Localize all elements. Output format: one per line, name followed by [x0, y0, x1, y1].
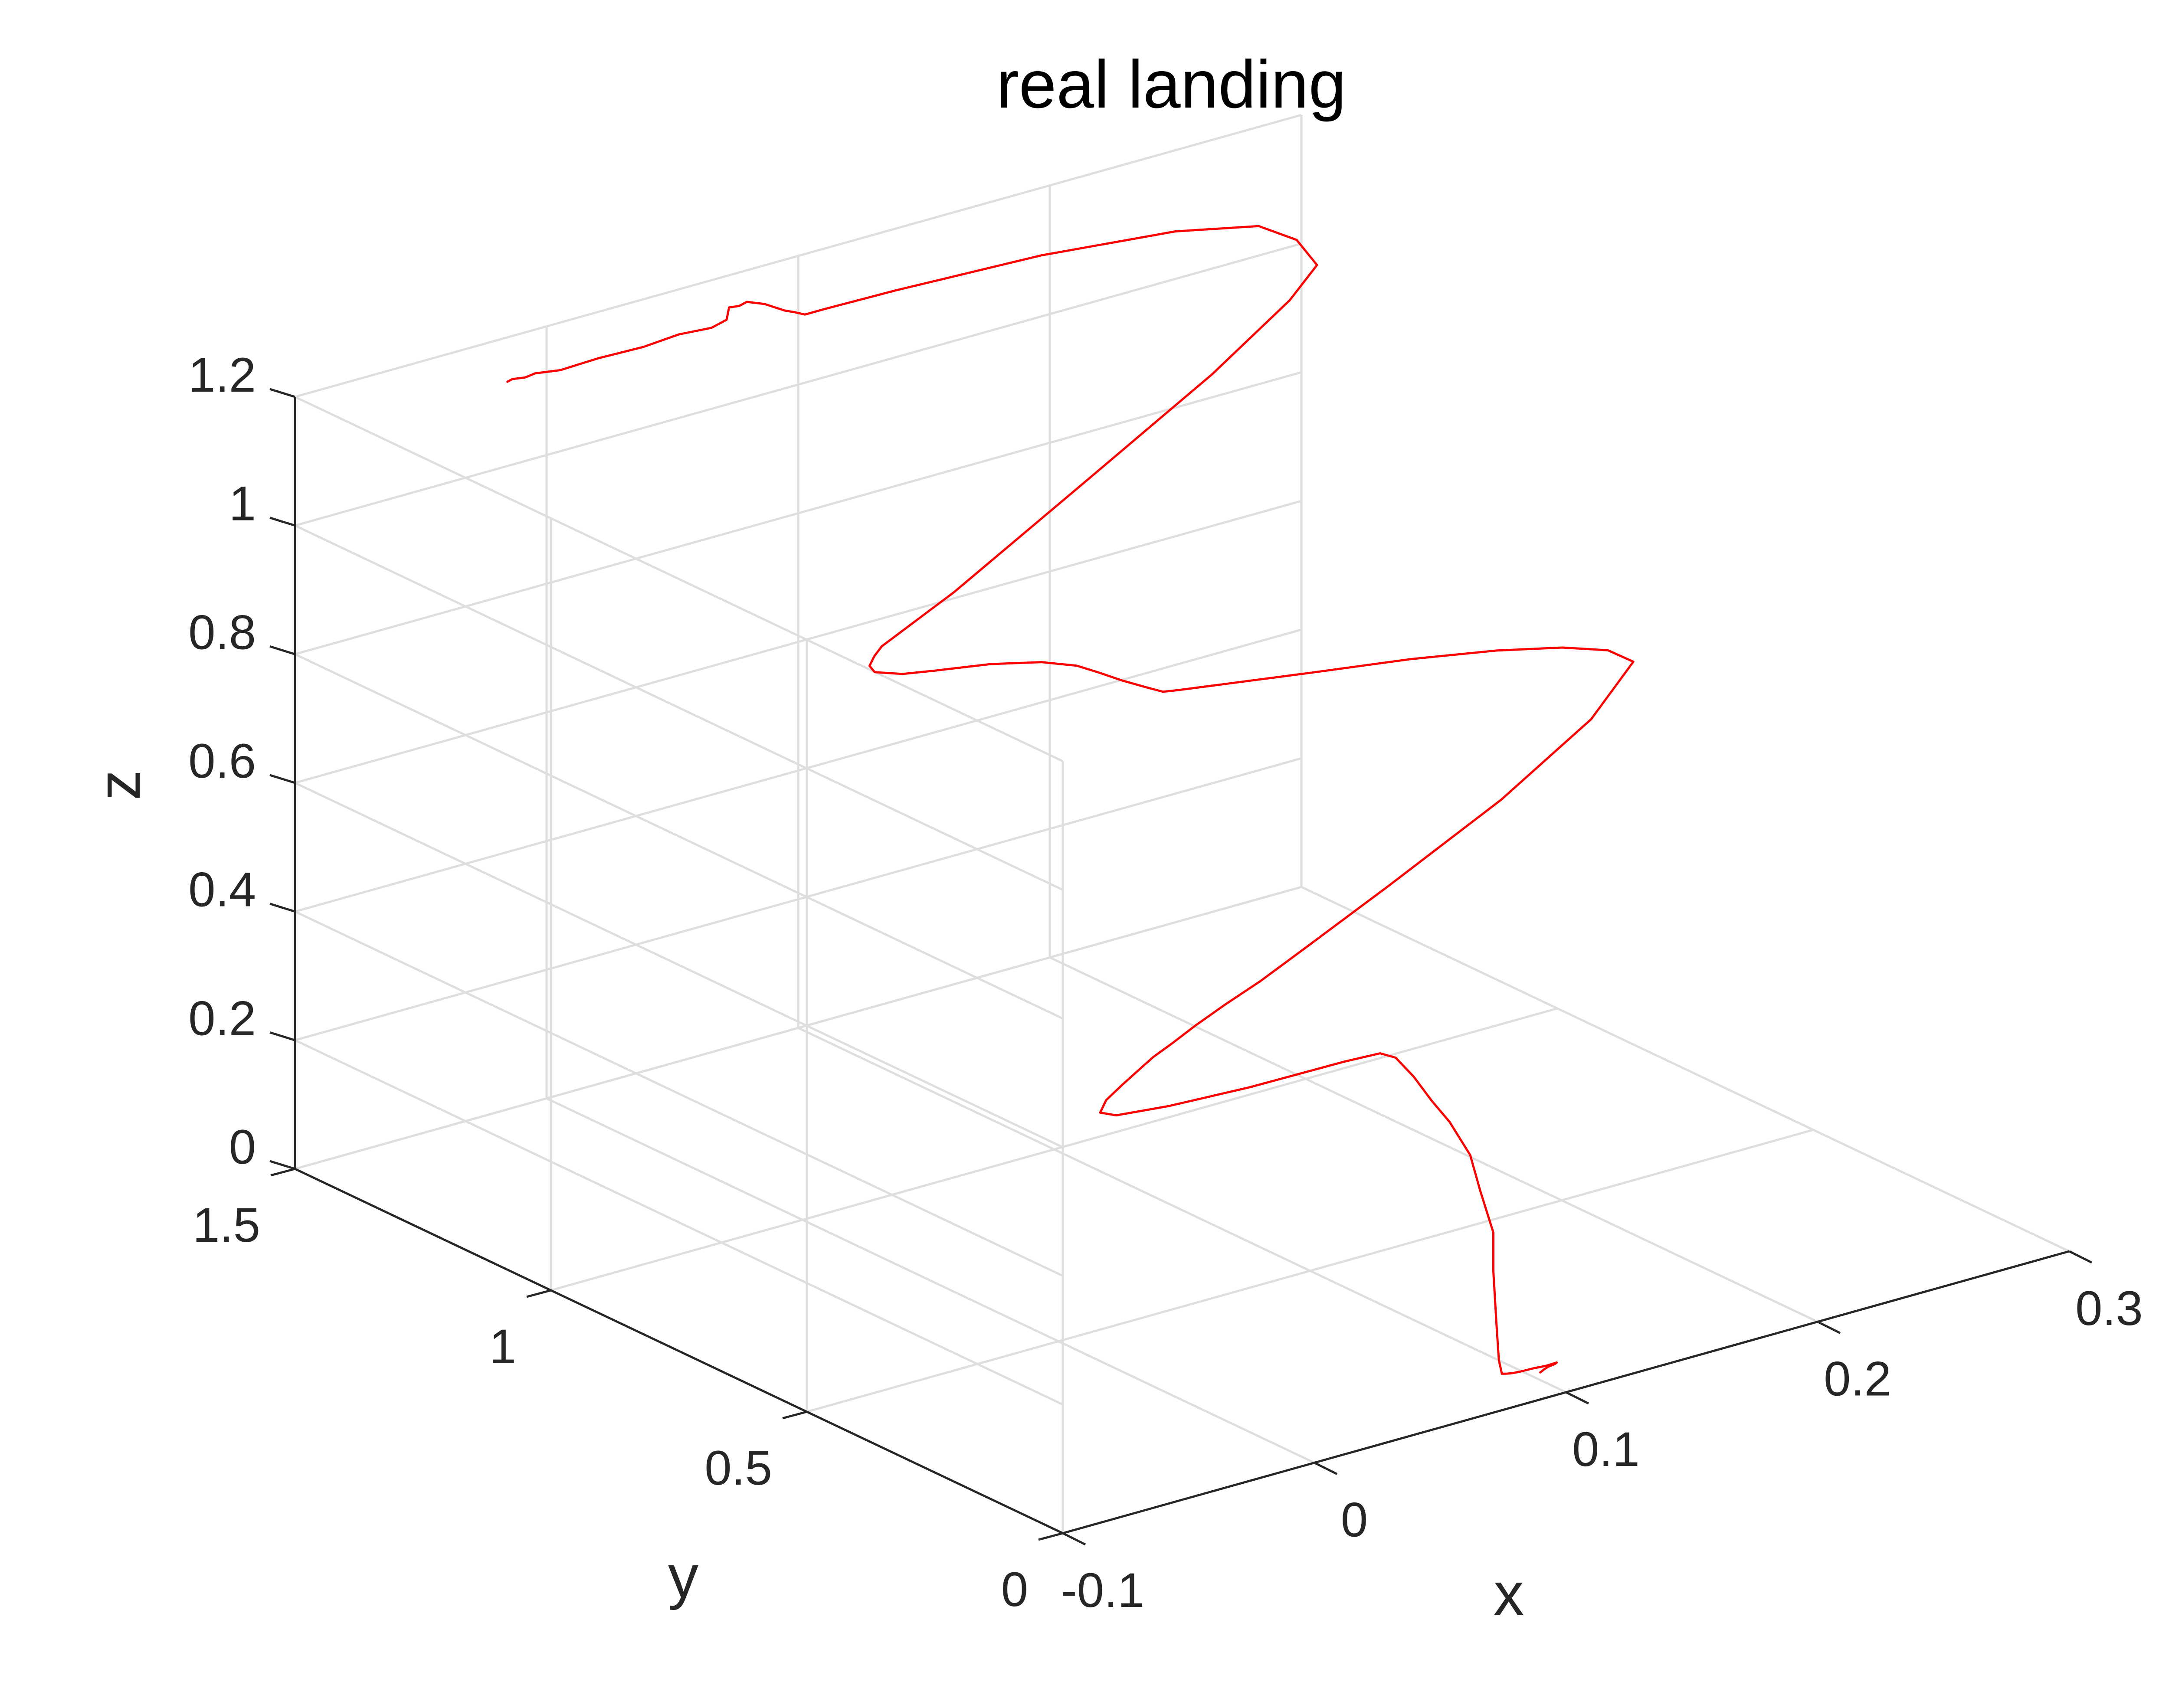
z-tick-label: 0.6	[188, 734, 256, 788]
y-tick-mark	[526, 1289, 551, 1298]
y-tick-mark	[782, 1410, 807, 1420]
back-wall-gridline	[294, 910, 1064, 1277]
z-axis-label: z	[85, 770, 153, 800]
z-tick-mark	[269, 1160, 295, 1170]
z-tick-label: 1	[229, 477, 256, 531]
z-tick-mark	[269, 903, 295, 913]
x-tick-mark	[1314, 1462, 1338, 1475]
side-wall-gridline	[295, 114, 1302, 398]
z-tick-label: 0.8	[188, 605, 256, 659]
x-tick-mark	[1062, 1532, 1086, 1546]
trajectory-line	[506, 225, 1635, 1375]
x-tick-label: 0.3	[2075, 1281, 2143, 1335]
y-tick-label: 0.5	[704, 1441, 772, 1495]
floor-gridline	[1049, 956, 1818, 1323]
side-wall-gridline	[295, 500, 1302, 784]
y-tick-label: 1	[489, 1319, 516, 1374]
x-tick-label: 0.2	[1824, 1352, 1891, 1406]
z-tick-label: 0	[229, 1120, 256, 1174]
y-tick-label: 0	[1001, 1562, 1028, 1616]
side-wall-gridline	[295, 886, 1302, 1170]
z-tick-mark	[269, 517, 295, 527]
floor-gridline	[1301, 886, 2070, 1253]
y-axis-label: y	[668, 1542, 698, 1610]
y-tick-mark	[1038, 1532, 1063, 1541]
side-wall-gridline	[295, 628, 1302, 913]
grid-layer	[294, 114, 2070, 1535]
z-tick-label: 0.2	[188, 991, 256, 1045]
floor-gridline	[797, 1027, 1567, 1394]
x-tick-mark	[2068, 1250, 2093, 1264]
x-tick-mark	[1817, 1321, 1841, 1334]
x-tick-label: -0.1	[1061, 1563, 1145, 1617]
y-tick-label: 1.5	[193, 1198, 260, 1252]
back-wall-gridline	[294, 1039, 1064, 1406]
z-tick-mark	[269, 645, 295, 655]
z-tick-mark	[269, 388, 295, 398]
axis-layer	[269, 388, 2093, 1546]
back-wall-gridline	[294, 653, 1064, 1020]
y-axis-line	[294, 1168, 1064, 1535]
back-wall-gridline	[294, 396, 1064, 762]
floor-gridline	[550, 1007, 1558, 1292]
floor-gridline	[806, 1129, 1814, 1413]
side-wall-gridline	[295, 757, 1302, 1041]
back-wall-gridline	[294, 524, 1064, 891]
side-wall-gridline	[295, 371, 1302, 655]
x-axis-label: x	[1494, 1560, 1524, 1628]
z-tick-label: 0.4	[188, 863, 256, 917]
data-layer	[506, 225, 1635, 1375]
x-tick-label: 0	[1341, 1493, 1368, 1547]
y-tick-mark	[270, 1168, 295, 1177]
z-tick-mark	[269, 1031, 295, 1041]
z-tick-label: 1.2	[188, 348, 256, 402]
floor-gridline	[546, 1097, 1315, 1464]
x-tick-mark	[1565, 1391, 1589, 1405]
z-tick-mark	[269, 774, 295, 784]
back-wall-gridline	[294, 782, 1064, 1148]
tick-label-layer: -0.1 0 0.1 0.2 0.3 0 0.5 1 1.5 0 0.2 0.4 0.6 0.8 1 1.2	[188, 348, 2143, 1617]
chart-title: real landing	[996, 47, 1347, 122]
x-tick-label: 0.1	[1572, 1422, 1640, 1476]
side-wall-gridline	[295, 242, 1302, 527]
